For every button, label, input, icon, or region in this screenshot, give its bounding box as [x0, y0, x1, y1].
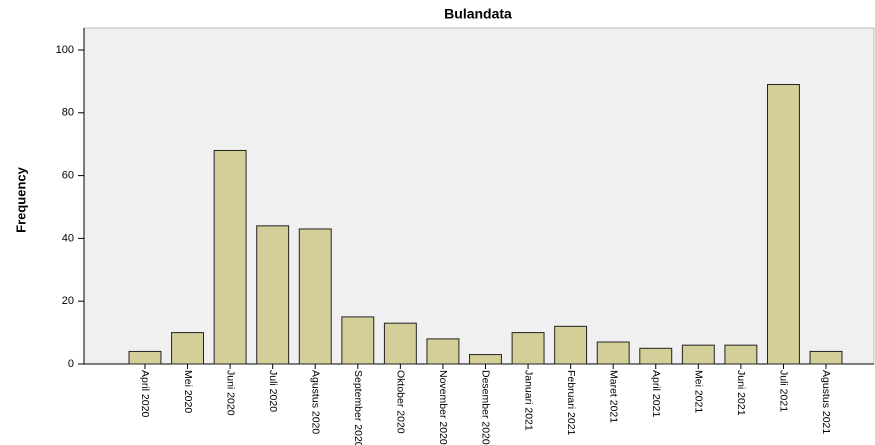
- bar: [213, 149, 247, 365]
- bar: [809, 350, 843, 365]
- x-tick-label: Mei 2021: [693, 370, 705, 413]
- x-tick-label: Januari 2021: [522, 370, 534, 431]
- bar: [171, 332, 205, 365]
- x-tick-label: September 2020: [352, 370, 364, 445]
- x-tick-label: Juli 2021: [778, 370, 790, 412]
- x-tick-label: November 2020: [437, 370, 449, 445]
- x-tick-label: Mei 2020: [182, 370, 194, 413]
- y-tick-label: 40: [62, 232, 74, 244]
- x-tick-label: Maret 2021: [607, 370, 619, 423]
- bar: [298, 228, 332, 365]
- bar: [639, 347, 673, 365]
- bar: [766, 84, 800, 365]
- y-axis-label: Frequency: [13, 166, 28, 233]
- plot-area: [83, 27, 875, 365]
- bar: [469, 354, 502, 365]
- bar: [596, 341, 630, 365]
- x-tick-label: Agustus 2021: [820, 370, 832, 434]
- bar: [128, 350, 162, 365]
- y-tick-label: 0: [68, 358, 74, 370]
- y-tick-label: 100: [56, 44, 74, 56]
- x-tick-label: April 2020: [139, 370, 151, 417]
- bar: [383, 322, 417, 365]
- x-tick-label: Juni 2020: [224, 370, 236, 416]
- chart-title: Bulandata: [444, 6, 512, 22]
- bar: [256, 225, 290, 365]
- x-tick-label: Februari 2021: [565, 370, 577, 436]
- bar: [681, 344, 715, 365]
- bar: [511, 332, 545, 365]
- y-tick-label: 60: [62, 169, 74, 181]
- x-tick-label: Agustus 2020: [309, 370, 321, 434]
- x-tick-label: April 2021: [650, 370, 662, 417]
- bar: [554, 325, 588, 365]
- y-tick-label: 20: [62, 295, 74, 307]
- bar: [724, 344, 758, 365]
- bar: [426, 338, 460, 365]
- x-tick-label: Desember 2020: [480, 370, 492, 445]
- x-tick-label: Juli 2020: [267, 370, 279, 412]
- x-tick-label: Juni 2021: [735, 370, 747, 416]
- y-tick-label: 80: [62, 107, 74, 119]
- bar: [341, 316, 375, 365]
- x-tick-label: Oktober 2020: [395, 370, 407, 434]
